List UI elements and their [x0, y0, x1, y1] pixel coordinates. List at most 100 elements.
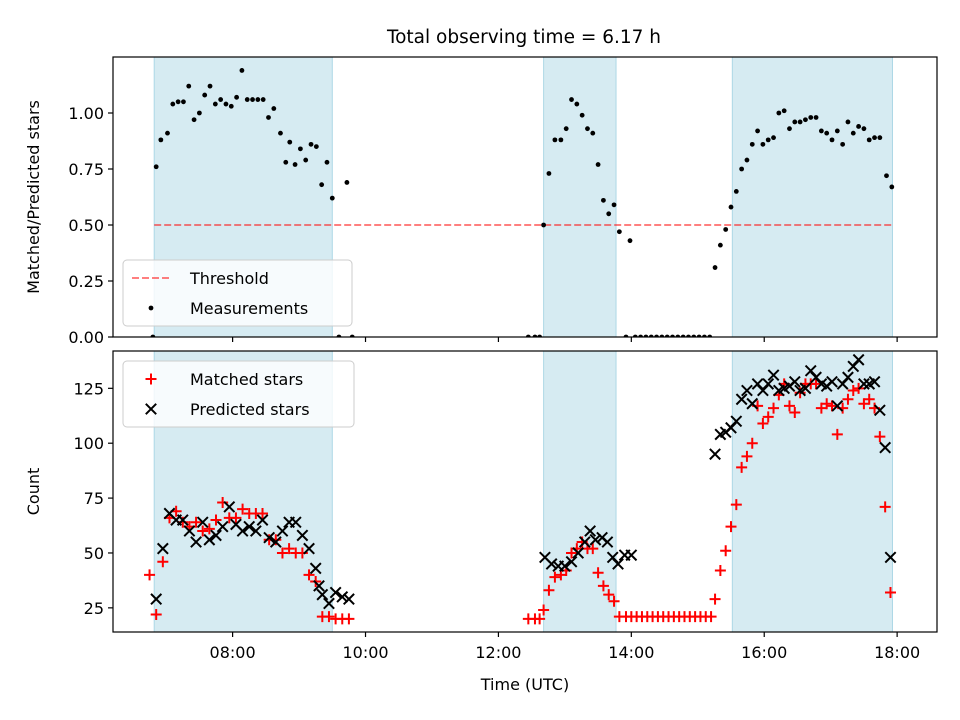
measurement-point — [760, 141, 766, 147]
predicted-point — [203, 533, 216, 546]
matched-point — [538, 604, 550, 616]
legend: Threshold Measurements — [122, 259, 353, 327]
measurement-point — [712, 265, 718, 270]
predicted-point — [269, 536, 282, 548]
matched-point — [283, 543, 295, 555]
x-tick-label: 14:00 — [608, 643, 654, 662]
predicted-point — [243, 520, 256, 533]
predicted-point — [879, 441, 892, 454]
matched-point — [203, 523, 215, 535]
measurement-point — [181, 99, 186, 105]
predicted-point — [316, 588, 329, 601]
predicted-point — [730, 415, 743, 428]
measurement-point — [319, 182, 325, 188]
predicted-point — [296, 529, 309, 542]
matched-point — [741, 450, 753, 462]
measurement-point — [590, 130, 596, 136]
predicted-point — [342, 593, 355, 605]
predicted-point — [329, 586, 342, 599]
matched-point — [810, 378, 822, 390]
y-tick-label: 25 — [84, 599, 104, 618]
predicted-point — [558, 560, 571, 573]
predicted-point — [565, 555, 578, 568]
measurement-point — [202, 92, 208, 98]
matched-point — [303, 569, 315, 581]
predicted-point — [826, 375, 838, 388]
x-tick-label: 10:00 — [342, 643, 388, 662]
measurement-point — [541, 222, 547, 228]
measurement-point — [824, 130, 830, 136]
predicted-point — [150, 593, 163, 605]
measurement-point — [212, 101, 218, 107]
y-tick-label: 75 — [84, 489, 104, 508]
measurement-point — [797, 119, 803, 125]
y-tick-label: 1.00 — [68, 104, 104, 123]
measurement-point — [840, 141, 846, 147]
matched-point — [884, 586, 896, 598]
predicted-point — [216, 520, 229, 533]
measurement-point — [292, 162, 298, 167]
measurement-point — [877, 135, 883, 141]
measurement-point — [728, 204, 734, 210]
measurement-point — [255, 97, 261, 102]
predicted-point — [276, 525, 289, 537]
matched-point — [821, 398, 833, 410]
measurement-point — [278, 130, 283, 136]
matched-point — [608, 595, 620, 607]
predicted-point — [767, 369, 780, 382]
matched-point — [230, 512, 242, 524]
matched-point — [709, 593, 721, 605]
legend-label: Matched stars — [190, 370, 303, 389]
x-tick-label: 12:00 — [475, 643, 521, 662]
x-tick-label: 18:00 — [874, 643, 920, 662]
predicted-point — [589, 533, 602, 546]
measurement-point — [744, 157, 750, 163]
matched-point — [603, 589, 615, 601]
predicted-point — [336, 590, 349, 603]
measurement-point — [765, 137, 771, 143]
predicted-point — [741, 384, 753, 397]
y-tick-label: 125 — [73, 379, 104, 398]
predicted-point — [313, 579, 325, 592]
matched-point — [826, 400, 838, 412]
predicted-point — [176, 514, 189, 526]
shaded-interval — [731, 350, 893, 633]
shaded-interval — [543, 350, 617, 633]
predicted-point — [857, 378, 870, 390]
measurement-point — [585, 126, 590, 132]
measurement-point — [228, 103, 234, 109]
matched-point — [863, 393, 875, 405]
matched-point — [197, 525, 209, 537]
matched-point — [720, 545, 732, 557]
matched-point — [789, 406, 801, 418]
measurement-point — [297, 146, 303, 152]
axes-frame — [112, 56, 938, 338]
measurement-point — [889, 184, 895, 190]
measurement-point — [250, 97, 255, 102]
measurement-point — [153, 164, 159, 170]
measurement-point — [303, 157, 309, 163]
predicted-point — [183, 525, 196, 537]
measurement-point — [755, 128, 760, 134]
matched-point — [746, 437, 758, 449]
measurement-point — [244, 97, 250, 102]
x-tick-label: 16:00 — [741, 643, 787, 662]
predicted-point — [572, 547, 585, 559]
measurement-point — [313, 144, 319, 150]
predicted-point — [842, 371, 854, 384]
predicted-point — [256, 514, 269, 526]
predicted-point — [735, 393, 748, 406]
measurement-point — [175, 99, 181, 105]
predicted-point — [249, 525, 262, 537]
measurement-point — [574, 101, 580, 107]
axes-frame — [112, 350, 938, 633]
measurement-point — [850, 130, 856, 136]
predicted-point — [210, 529, 222, 542]
top-panel: 0.00 0.25 0.50 0.75 1.00 Matched/Predicted st… — [24, 56, 938, 347]
measurement-point — [218, 97, 224, 102]
measurement-point — [558, 137, 564, 143]
measurement-point — [170, 101, 176, 107]
predicted-point — [323, 597, 335, 610]
measurement-point — [546, 171, 552, 176]
measurement-point — [749, 141, 755, 147]
